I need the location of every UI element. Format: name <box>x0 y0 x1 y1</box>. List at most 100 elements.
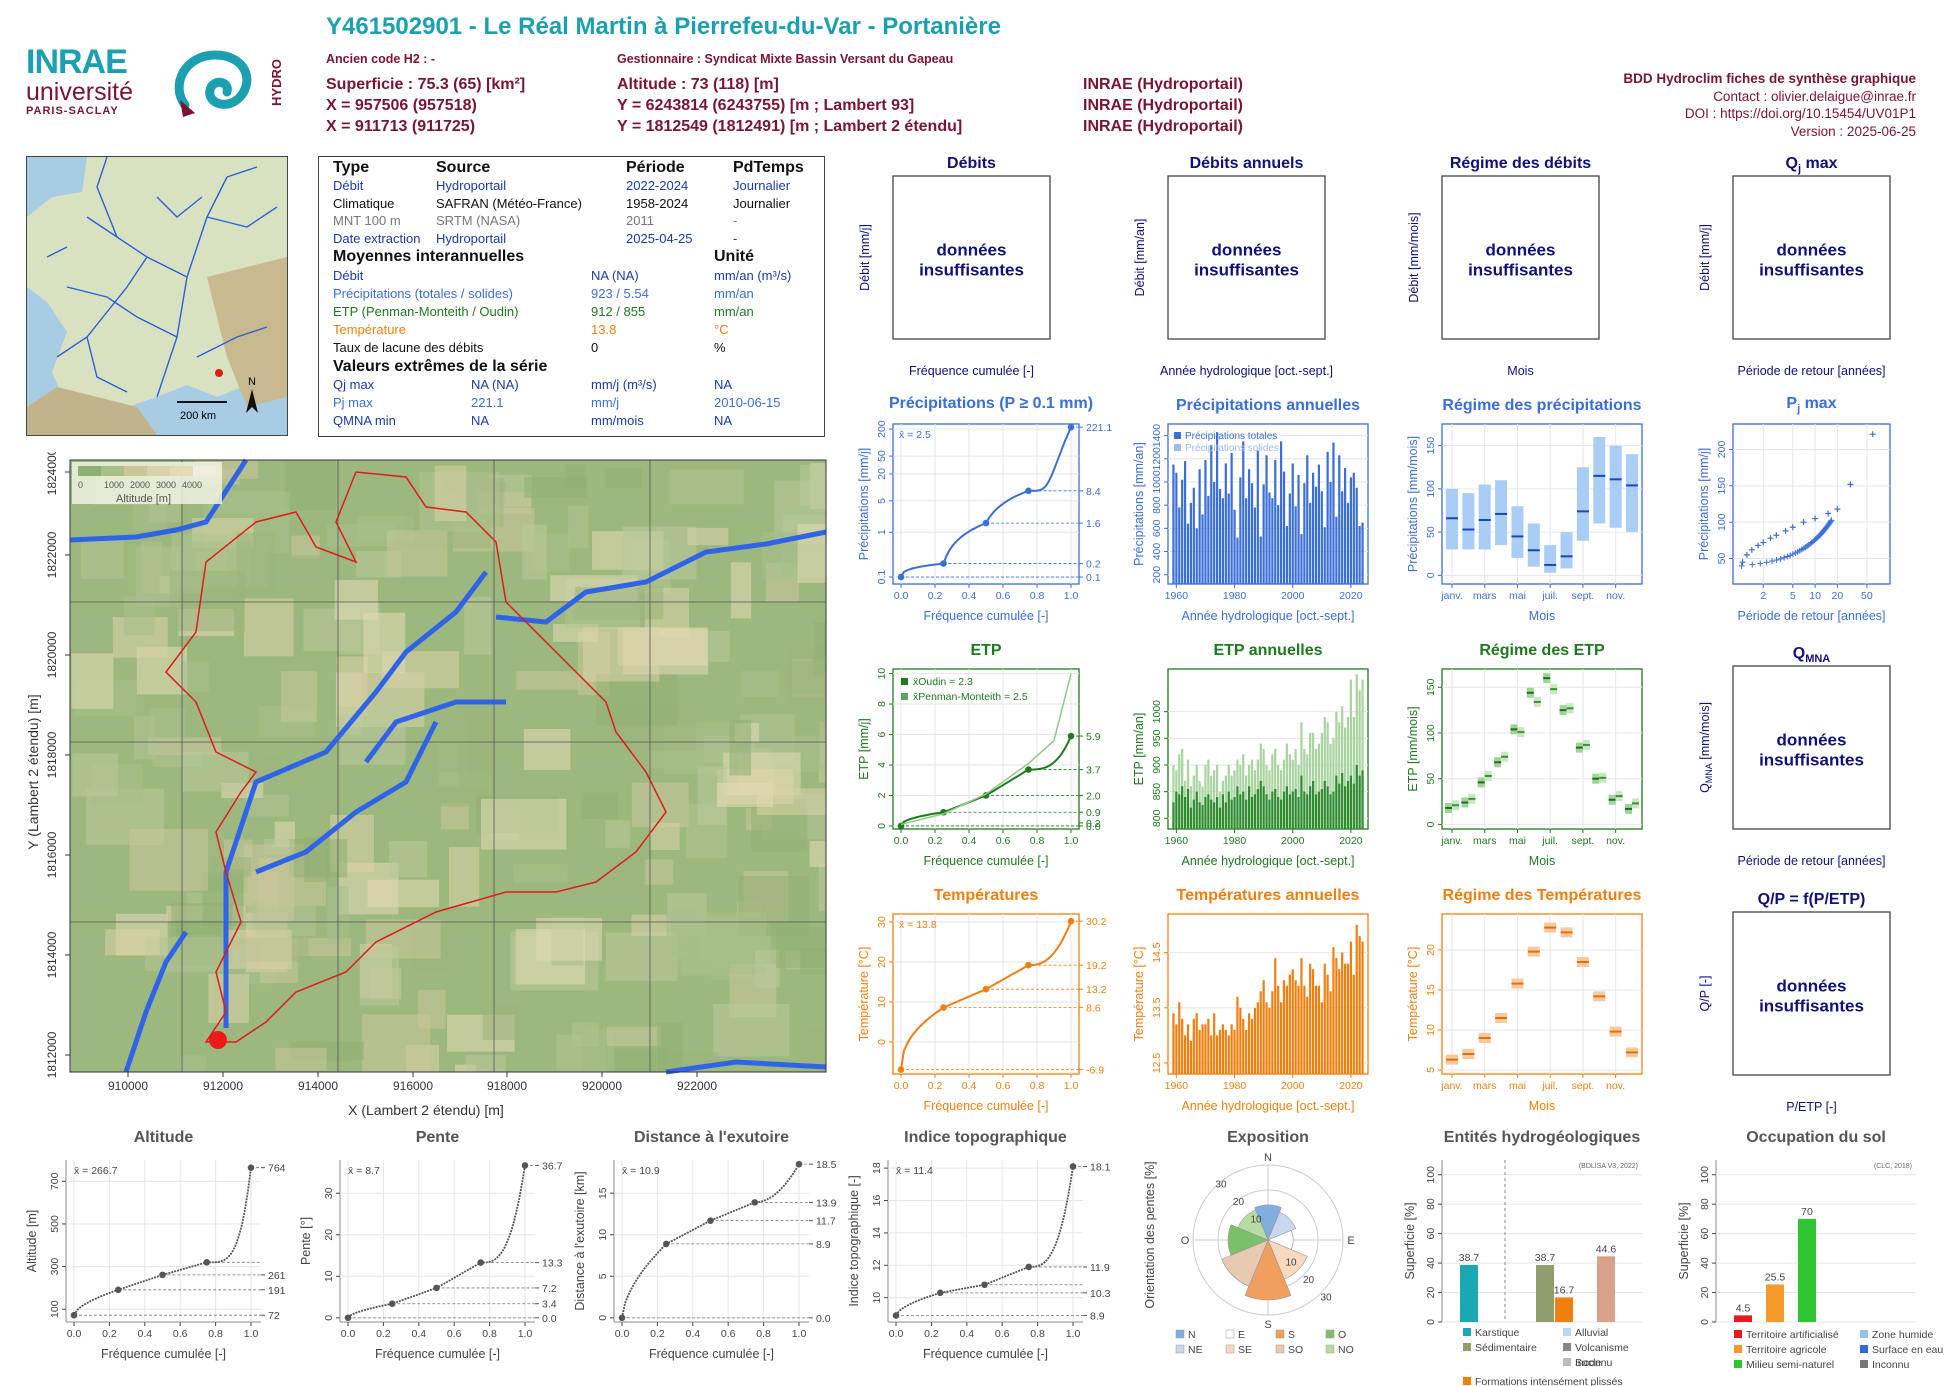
annual-bar <box>1326 786 1329 829</box>
annual-bar <box>1300 775 1303 829</box>
y-axis-label: Précipitations [mm/mois] <box>1406 436 1420 572</box>
pj-point <box>1825 510 1832 517</box>
x-tick-label: 0.8 <box>1030 835 1045 847</box>
pj-point <box>1768 558 1775 565</box>
occupation-legend-swatch <box>1734 1330 1742 1338</box>
annual-bar <box>1256 789 1259 829</box>
x-tick-label: 922000 <box>677 1079 717 1093</box>
y-tick-label: 100 <box>1699 1166 1711 1184</box>
annual-bar <box>1306 754 1309 829</box>
panel-title: QMNA <box>1793 645 1831 665</box>
panel-xlabel: Période de retour [années] <box>1737 854 1885 868</box>
insufficient-data-line1: données <box>1777 977 1847 996</box>
annual-bar <box>1201 514 1204 584</box>
category-bar-label: 44.6 <box>1596 1243 1617 1255</box>
france-map: 200 km N <box>27 157 287 435</box>
universite-wordmark: université <box>26 78 133 106</box>
annual-bar <box>1207 794 1210 829</box>
x-tick-label: 0.0 <box>67 1328 82 1340</box>
pj-point <box>1812 515 1819 522</box>
y-tick-label: 6 <box>876 731 888 737</box>
panel-regime_debits-box <box>1441 175 1600 340</box>
legend-swatch-penman <box>901 693 908 700</box>
right-value-label: 0.0 <box>1086 821 1101 833</box>
annual-bar <box>1213 770 1216 829</box>
annual-bar <box>1236 537 1239 584</box>
insufficient-data-line2: insuffisantes <box>1759 261 1864 280</box>
cell-source: SRTM (NASA) <box>436 213 521 229</box>
cell-periode: 2025-04-25 <box>626 231 693 247</box>
moyenne-unit: mm/an (m³/s) <box>714 267 792 283</box>
legend-totales: Précipitations totales <box>1185 431 1277 442</box>
pj-point <box>1739 559 1746 566</box>
occupation-legend-label: Milieu semi-naturel <box>1746 1359 1834 1371</box>
rose-label-e: E <box>1347 1235 1354 1247</box>
alt-legend-swatch <box>78 466 101 476</box>
x-tick-label: nov. <box>1606 1080 1625 1092</box>
annual-bar <box>1294 789 1297 829</box>
x-tick-label: 0.0 <box>341 1328 356 1340</box>
annual-bar <box>1349 679 1353 829</box>
annual-bar <box>1343 468 1347 584</box>
terrain-patch <box>802 1027 826 1072</box>
annual-bar <box>1338 722 1341 829</box>
chart-title: Régime des ETP <box>1479 642 1605 659</box>
y-tick-label: 5 <box>597 1273 609 1279</box>
annual-bar <box>1224 802 1227 829</box>
annual-bar <box>1186 1024 1190 1074</box>
mean-label: x̄ = 2.5 <box>899 429 931 441</box>
rose-ring-label: 20 <box>1233 1197 1245 1208</box>
right-value-label: 19.2 <box>1086 960 1107 972</box>
rose-ring-label: 30 <box>1321 1293 1333 1304</box>
quantile-point <box>795 1160 803 1168</box>
terrain-patch <box>72 753 119 797</box>
annual-bar <box>1285 985 1289 1074</box>
annual-bar <box>1250 483 1254 584</box>
y-tick-label: 1820000 <box>45 631 59 678</box>
terrain-patch <box>606 1026 661 1046</box>
terrain-patch <box>71 653 114 709</box>
north-label: N <box>248 376 256 388</box>
terrain-patch <box>389 840 427 878</box>
mean-label: x̄ = 13.8 <box>899 919 937 931</box>
annual-bar <box>1183 797 1187 829</box>
y-axis-label: ETP [mm/an] <box>1132 713 1146 786</box>
annual-bar <box>1300 534 1303 584</box>
source-table: Type Source Période PdTemps Débit Hydropo… <box>329 159 808 248</box>
moyenne-value: NA (NA) <box>591 267 639 283</box>
annual-bar <box>1332 947 1335 1074</box>
x-axis-label: Fréquence cumulée [-] <box>923 1347 1048 1361</box>
rose-legend-label: O <box>1338 1329 1346 1341</box>
doi[interactable]: DOI : https://doi.org/10.15454/UV01P1 <box>1684 106 1916 121</box>
annual-bar <box>1314 486 1318 584</box>
contact[interactable]: Contact : olivier.delaigue@inrae.fr <box>1713 88 1916 104</box>
rose-legend-swatch <box>1225 1329 1235 1339</box>
annual-bar <box>1268 770 1271 829</box>
annual-bar <box>1277 985 1280 1074</box>
category-bar <box>1460 1265 1478 1322</box>
quantile-point <box>707 1217 714 1224</box>
map-frame <box>69 459 827 1073</box>
x-tick-label: 0.2 <box>376 1328 391 1340</box>
annual-bar <box>1317 743 1321 829</box>
chart-title: Régime des précipitations <box>1442 397 1641 414</box>
quantile-point <box>388 1300 396 1308</box>
category-bar-label: 38.7 <box>1459 1252 1480 1264</box>
rose-sector-NE <box>1267 1211 1297 1241</box>
y-tick-label: 150 <box>1716 477 1728 495</box>
y-axis-label: Indice topographique [-] <box>847 1175 861 1306</box>
annual-bar <box>1247 786 1251 829</box>
chart-title: Exposition <box>1227 1129 1309 1146</box>
terrain-patch <box>776 927 825 968</box>
annual-bar <box>1262 786 1265 829</box>
y-tick-label: 0 <box>876 823 888 829</box>
terrain-patch <box>730 562 752 619</box>
chart-title: Pente <box>416 1129 460 1146</box>
annual-bar <box>1343 786 1347 829</box>
x-axis-label: Période de retour [années] <box>1737 609 1885 623</box>
y-tick-label: 5 <box>876 498 888 504</box>
right-value-label: 18.5 <box>816 1159 837 1171</box>
category-bar-label: 25.5 <box>1765 1271 1786 1283</box>
y-tick-label: 200 <box>876 420 888 438</box>
x-tick-label: 0.4 <box>685 1328 700 1340</box>
